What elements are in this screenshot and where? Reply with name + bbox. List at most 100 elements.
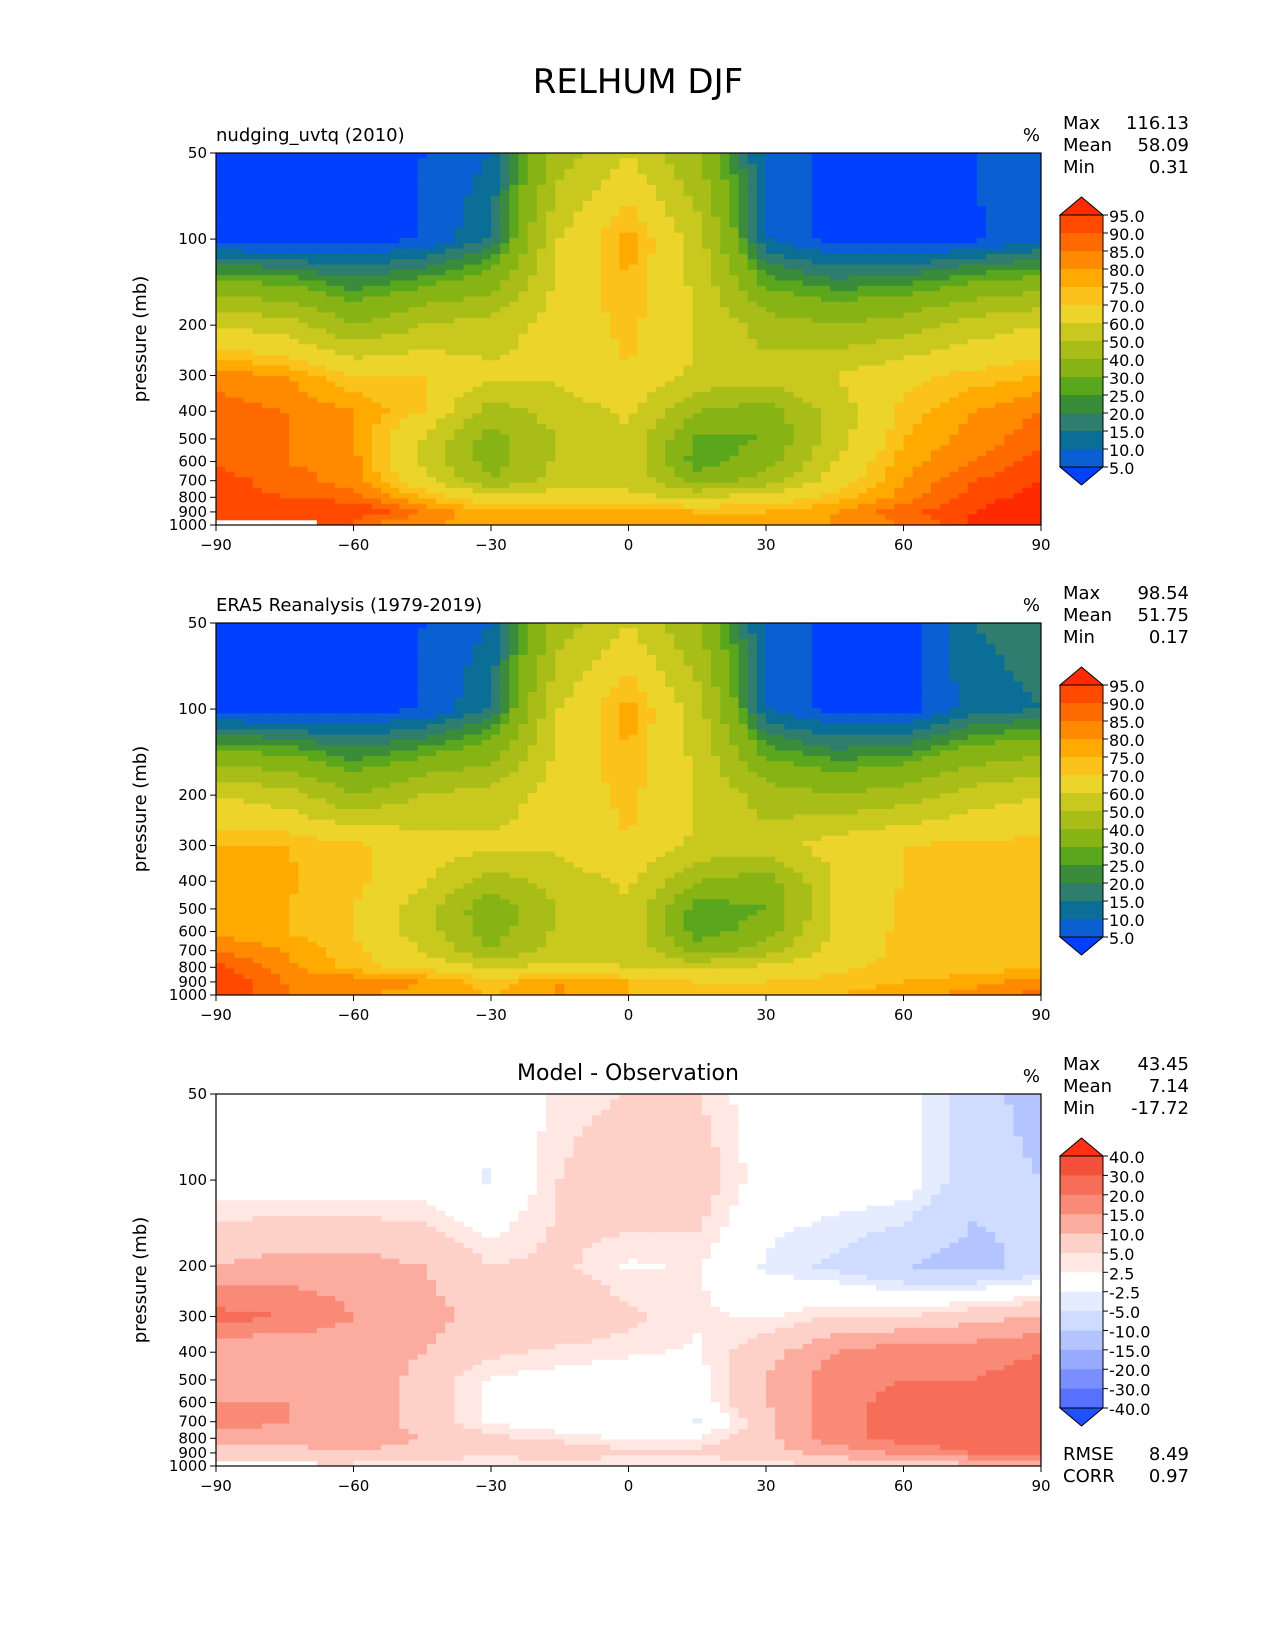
contour-cell xyxy=(546,312,556,319)
contour-cell xyxy=(1013,222,1024,228)
contour-cell xyxy=(656,190,666,197)
contour-cell xyxy=(527,216,538,223)
contour-cell xyxy=(811,232,822,239)
contour-cell xyxy=(582,328,593,335)
contour-cell xyxy=(353,206,364,213)
contour-cell xyxy=(417,397,428,404)
contour-cell xyxy=(866,365,877,372)
contour-cell xyxy=(326,445,336,452)
contour-cell xyxy=(756,179,767,186)
contour-cell xyxy=(876,429,886,436)
contour-cell xyxy=(564,402,575,409)
contour-cell xyxy=(298,238,309,244)
contour-cell xyxy=(830,386,840,393)
contour-cell xyxy=(390,206,400,213)
contour-cell xyxy=(921,370,932,377)
contour-cell xyxy=(912,328,923,335)
contour-cell xyxy=(646,259,657,266)
contour-cell xyxy=(857,339,868,345)
contour-cell xyxy=(316,216,327,223)
contour-cell xyxy=(986,339,996,345)
contour-cell xyxy=(307,206,318,213)
contour-cell xyxy=(582,360,593,367)
contour-cell xyxy=(637,163,648,170)
contour-cell xyxy=(628,365,639,372)
contour-cell xyxy=(967,301,978,308)
contour-cell xyxy=(509,418,520,425)
contour-cell xyxy=(335,307,345,314)
contour-cell xyxy=(857,312,868,319)
contour-cell xyxy=(995,211,1005,218)
contour-cell xyxy=(371,445,382,452)
contour-cell xyxy=(1022,360,1033,367)
contour-cell xyxy=(500,275,510,282)
contour-cell xyxy=(481,445,492,452)
contour-cell xyxy=(683,312,694,319)
contour-cell xyxy=(894,269,905,276)
contour-cell xyxy=(591,163,602,170)
contour-cell xyxy=(802,174,813,181)
contour-cell xyxy=(811,386,822,393)
contour-cell xyxy=(481,376,492,383)
contour-cell xyxy=(436,402,446,409)
contour-cell xyxy=(949,434,960,441)
contour-cell xyxy=(903,381,914,388)
contour-cell xyxy=(335,184,345,191)
contour-cell xyxy=(509,264,520,271)
contour-cell xyxy=(481,153,492,159)
contour-cell xyxy=(491,232,501,239)
contour-cell xyxy=(903,222,914,228)
contour-cell xyxy=(830,243,840,250)
contour-cell xyxy=(701,413,712,420)
contour-cell xyxy=(426,339,437,345)
contour-cell xyxy=(1031,397,1041,404)
contour-cell xyxy=(381,339,391,345)
contour-cell xyxy=(656,291,666,298)
contour-cell xyxy=(371,424,382,430)
contour-cell xyxy=(500,413,510,420)
contour-cell xyxy=(225,269,235,276)
contour-cell xyxy=(674,424,685,430)
contour-cell xyxy=(362,323,373,329)
contour-cell xyxy=(967,312,978,319)
contour-cell xyxy=(1013,312,1024,319)
contour-cell xyxy=(316,269,327,276)
contour-cell xyxy=(601,238,611,244)
contour-cell xyxy=(949,200,960,207)
contour-cell xyxy=(711,184,721,191)
contour-cell xyxy=(298,354,309,361)
contour-cell xyxy=(298,216,309,223)
contour-cell xyxy=(931,381,941,388)
contour-cell xyxy=(912,429,923,436)
contour-cell xyxy=(417,184,428,191)
contour-cell xyxy=(729,285,740,292)
contour-cell xyxy=(729,264,740,271)
contour-cell xyxy=(298,445,309,452)
contour-cell xyxy=(316,206,327,213)
contour-cell xyxy=(903,158,914,165)
contour-cell xyxy=(738,392,749,399)
contour-cell xyxy=(472,179,483,186)
contour-cell xyxy=(463,445,474,452)
contour-cell xyxy=(353,365,364,372)
contour-cell xyxy=(225,408,235,414)
contour-cell xyxy=(445,439,455,446)
contour-cell xyxy=(298,195,309,202)
contour-cell xyxy=(261,259,272,266)
contour-cell xyxy=(729,291,740,298)
contour-cell xyxy=(912,195,923,202)
contour-cell xyxy=(619,333,630,340)
contour-cell xyxy=(738,285,749,292)
contour-cell xyxy=(637,301,648,308)
contour-cell xyxy=(701,392,712,399)
contour-cell xyxy=(646,238,657,244)
contour-cell xyxy=(472,211,483,218)
contour-cell xyxy=(225,179,235,186)
contour-cell xyxy=(408,243,419,250)
contour-cell xyxy=(894,354,905,361)
contour-cell xyxy=(665,264,675,271)
contour-cell xyxy=(720,153,730,159)
contour-cell xyxy=(445,243,455,250)
contour-cell xyxy=(454,285,465,292)
contour-cell xyxy=(692,386,703,393)
